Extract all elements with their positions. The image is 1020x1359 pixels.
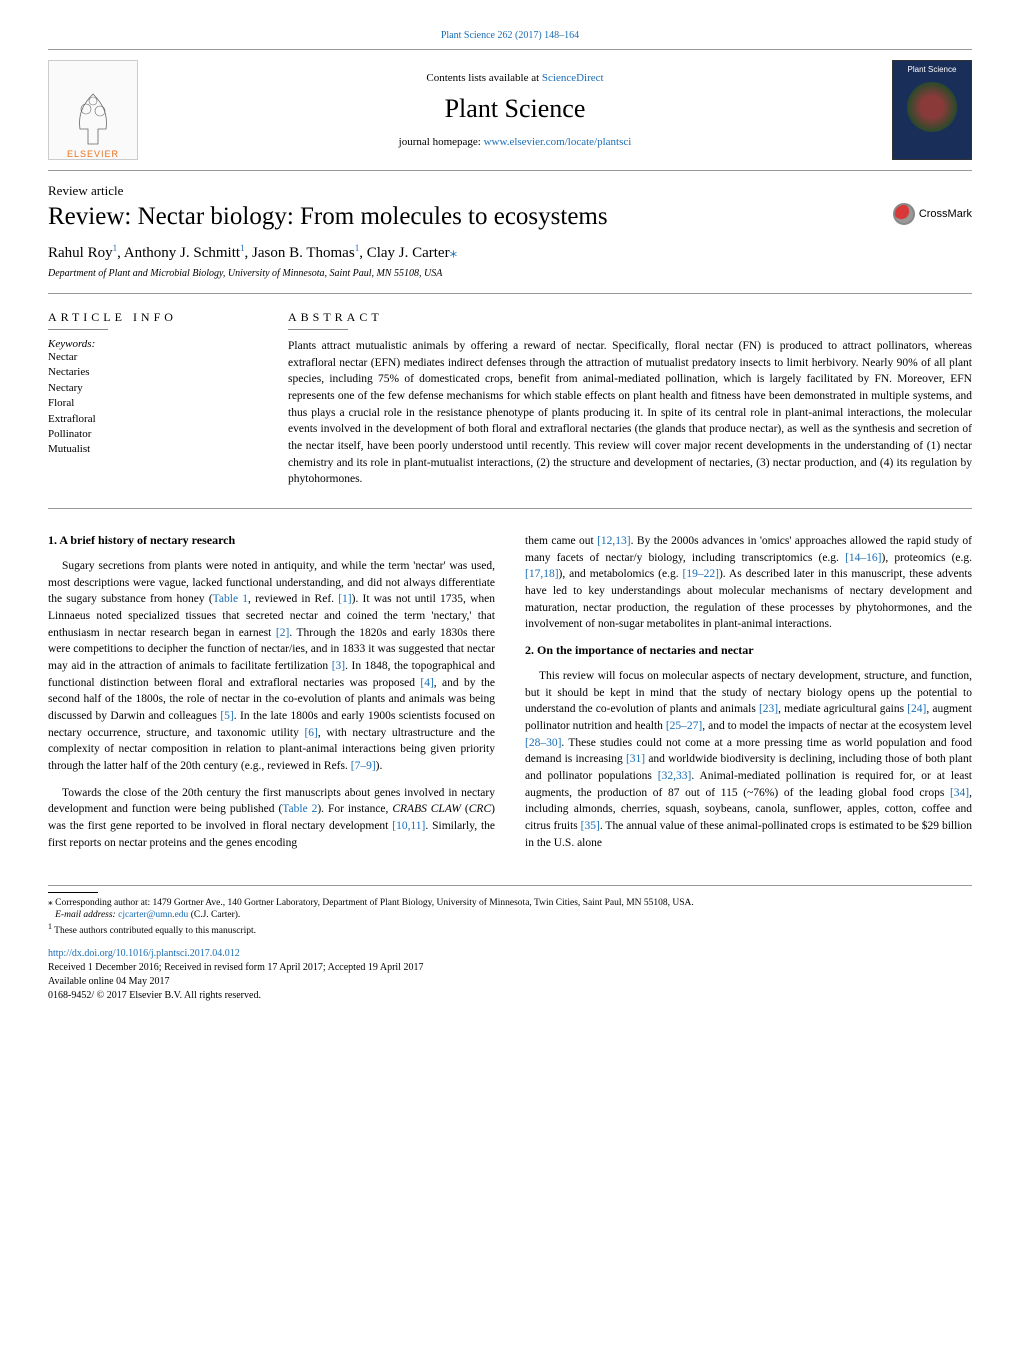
rule-above-info (48, 293, 972, 294)
abstract-heading: ABSTRACT (288, 310, 972, 325)
abstract-divider (288, 329, 348, 330)
body-paragraph: This review will focus on molecular aspe… (525, 668, 972, 851)
copyright-line: 0168-9452/ © 2017 Elsevier B.V. All righ… (48, 990, 261, 1001)
contents-line: Contents lists available at ScienceDirec… (138, 72, 892, 84)
keyword-item: Nectar (48, 350, 248, 365)
body-paragraph: Towards the close of the 20th century th… (48, 785, 495, 852)
article-type: Review article (48, 183, 972, 199)
rule-top (48, 49, 972, 50)
rule-below-abstract (48, 508, 972, 509)
email-suffix: (C.J. Carter). (188, 910, 240, 920)
keyword-item: Nectary (48, 381, 248, 396)
email-footnote: E-mail address: cjcarter@umn.edu (C.J. C… (48, 910, 972, 920)
journal-title: Plant Science (138, 94, 892, 124)
footnote-rule (48, 892, 98, 893)
footnotes: ⁎ Corresponding author at: 1479 Gortner … (48, 885, 972, 1002)
doi-block: http://dx.doi.org/10.1016/j.plantsci.201… (48, 947, 972, 1003)
keyword-item: Pollinator (48, 427, 248, 442)
email-label: E-mail address: (55, 910, 118, 920)
doi-link[interactable]: http://dx.doi.org/10.1016/j.plantsci.201… (48, 948, 240, 959)
keywords-label: Keywords: (48, 338, 248, 350)
body-paragraph: them came out [12,13]. By the 2000s adva… (525, 533, 972, 633)
info-divider (48, 329, 108, 330)
authors-line: Rahul Roy1, Anthony J. Schmitt1, Jason B… (48, 243, 972, 262)
keywords-list: NectarNectariesNectaryFloralExtrafloralP… (48, 350, 248, 458)
masthead-center: Contents lists available at ScienceDirec… (138, 72, 892, 148)
elsevier-wordmark: ELSEVIER (67, 149, 119, 159)
body-column-left: 1. A brief history of nectary research S… (48, 533, 495, 861)
keyword-item: Floral (48, 396, 248, 411)
body-paragraph: Sugary secretions from plants were noted… (48, 558, 495, 775)
corresponding-footnote: ⁎ Corresponding author at: 1479 Gortner … (48, 897, 972, 908)
online-line: Available online 04 May 2017 (48, 976, 169, 987)
contents-prefix: Contents lists available at (426, 72, 541, 84)
elsevier-logo[interactable]: ELSEVIER (48, 60, 138, 160)
received-line: Received 1 December 2016; Received in re… (48, 962, 423, 973)
article-title: Review: Nectar biology: From molecules t… (48, 203, 608, 231)
abstract-column: ABSTRACT Plants attract mutualistic anim… (288, 310, 972, 488)
homepage-prefix: journal homepage: (399, 136, 484, 148)
homepage-line: journal homepage: www.elsevier.com/locat… (138, 136, 892, 148)
equal-contribution-footnote: 1 These authors contributed equally to t… (48, 922, 972, 936)
keyword-item: Mutualist (48, 442, 248, 457)
cover-title: Plant Science (908, 65, 957, 74)
section-1-heading: 1. A brief history of nectary research (48, 533, 495, 548)
info-abstract-row: ARTICLE INFO Keywords: NectarNectariesNe… (48, 310, 972, 488)
title-row: Review: Nectar biology: From molecules t… (48, 203, 972, 243)
rule-below-masthead (48, 170, 972, 171)
section-2-heading: 2. On the importance of nectaries and ne… (525, 643, 972, 658)
cover-art-icon (907, 82, 957, 132)
article-info-heading: ARTICLE INFO (48, 310, 248, 325)
journal-citation: Plant Science 262 (2017) 148–164 (48, 30, 972, 41)
elsevier-tree-icon (68, 89, 118, 149)
crossmark-badge[interactable]: CrossMark (893, 203, 972, 225)
keyword-item: Extrafloral (48, 412, 248, 427)
body-column-right: them came out [12,13]. By the 2000s adva… (525, 533, 972, 861)
article-info-column: ARTICLE INFO Keywords: NectarNectariesNe… (48, 310, 248, 488)
crossmark-label: CrossMark (919, 208, 972, 220)
email-link[interactable]: cjcarter@umn.edu (118, 910, 188, 920)
corresponding-asterisk[interactable]: ⁎ (450, 245, 458, 261)
equal-text: These authors contributed equally to thi… (54, 927, 256, 937)
crossmark-icon (893, 203, 915, 225)
journal-citation-link[interactable]: Plant Science 262 (2017) 148–164 (441, 30, 579, 41)
authors-names: Rahul Roy1, Anthony J. Schmitt1, Jason B… (48, 245, 450, 261)
abstract-text: Plants attract mutualistic animals by of… (288, 338, 972, 488)
journal-cover-thumbnail[interactable]: Plant Science (892, 60, 972, 160)
homepage-link[interactable]: www.elsevier.com/locate/plantsci (484, 136, 632, 148)
affiliation: Department of Plant and Microbial Biolog… (48, 268, 972, 279)
sciencedirect-link[interactable]: ScienceDirect (542, 72, 604, 84)
body-columns: 1. A brief history of nectary research S… (48, 533, 972, 861)
keyword-item: Nectaries (48, 365, 248, 380)
masthead: ELSEVIER Contents lists available at Sci… (48, 54, 972, 166)
